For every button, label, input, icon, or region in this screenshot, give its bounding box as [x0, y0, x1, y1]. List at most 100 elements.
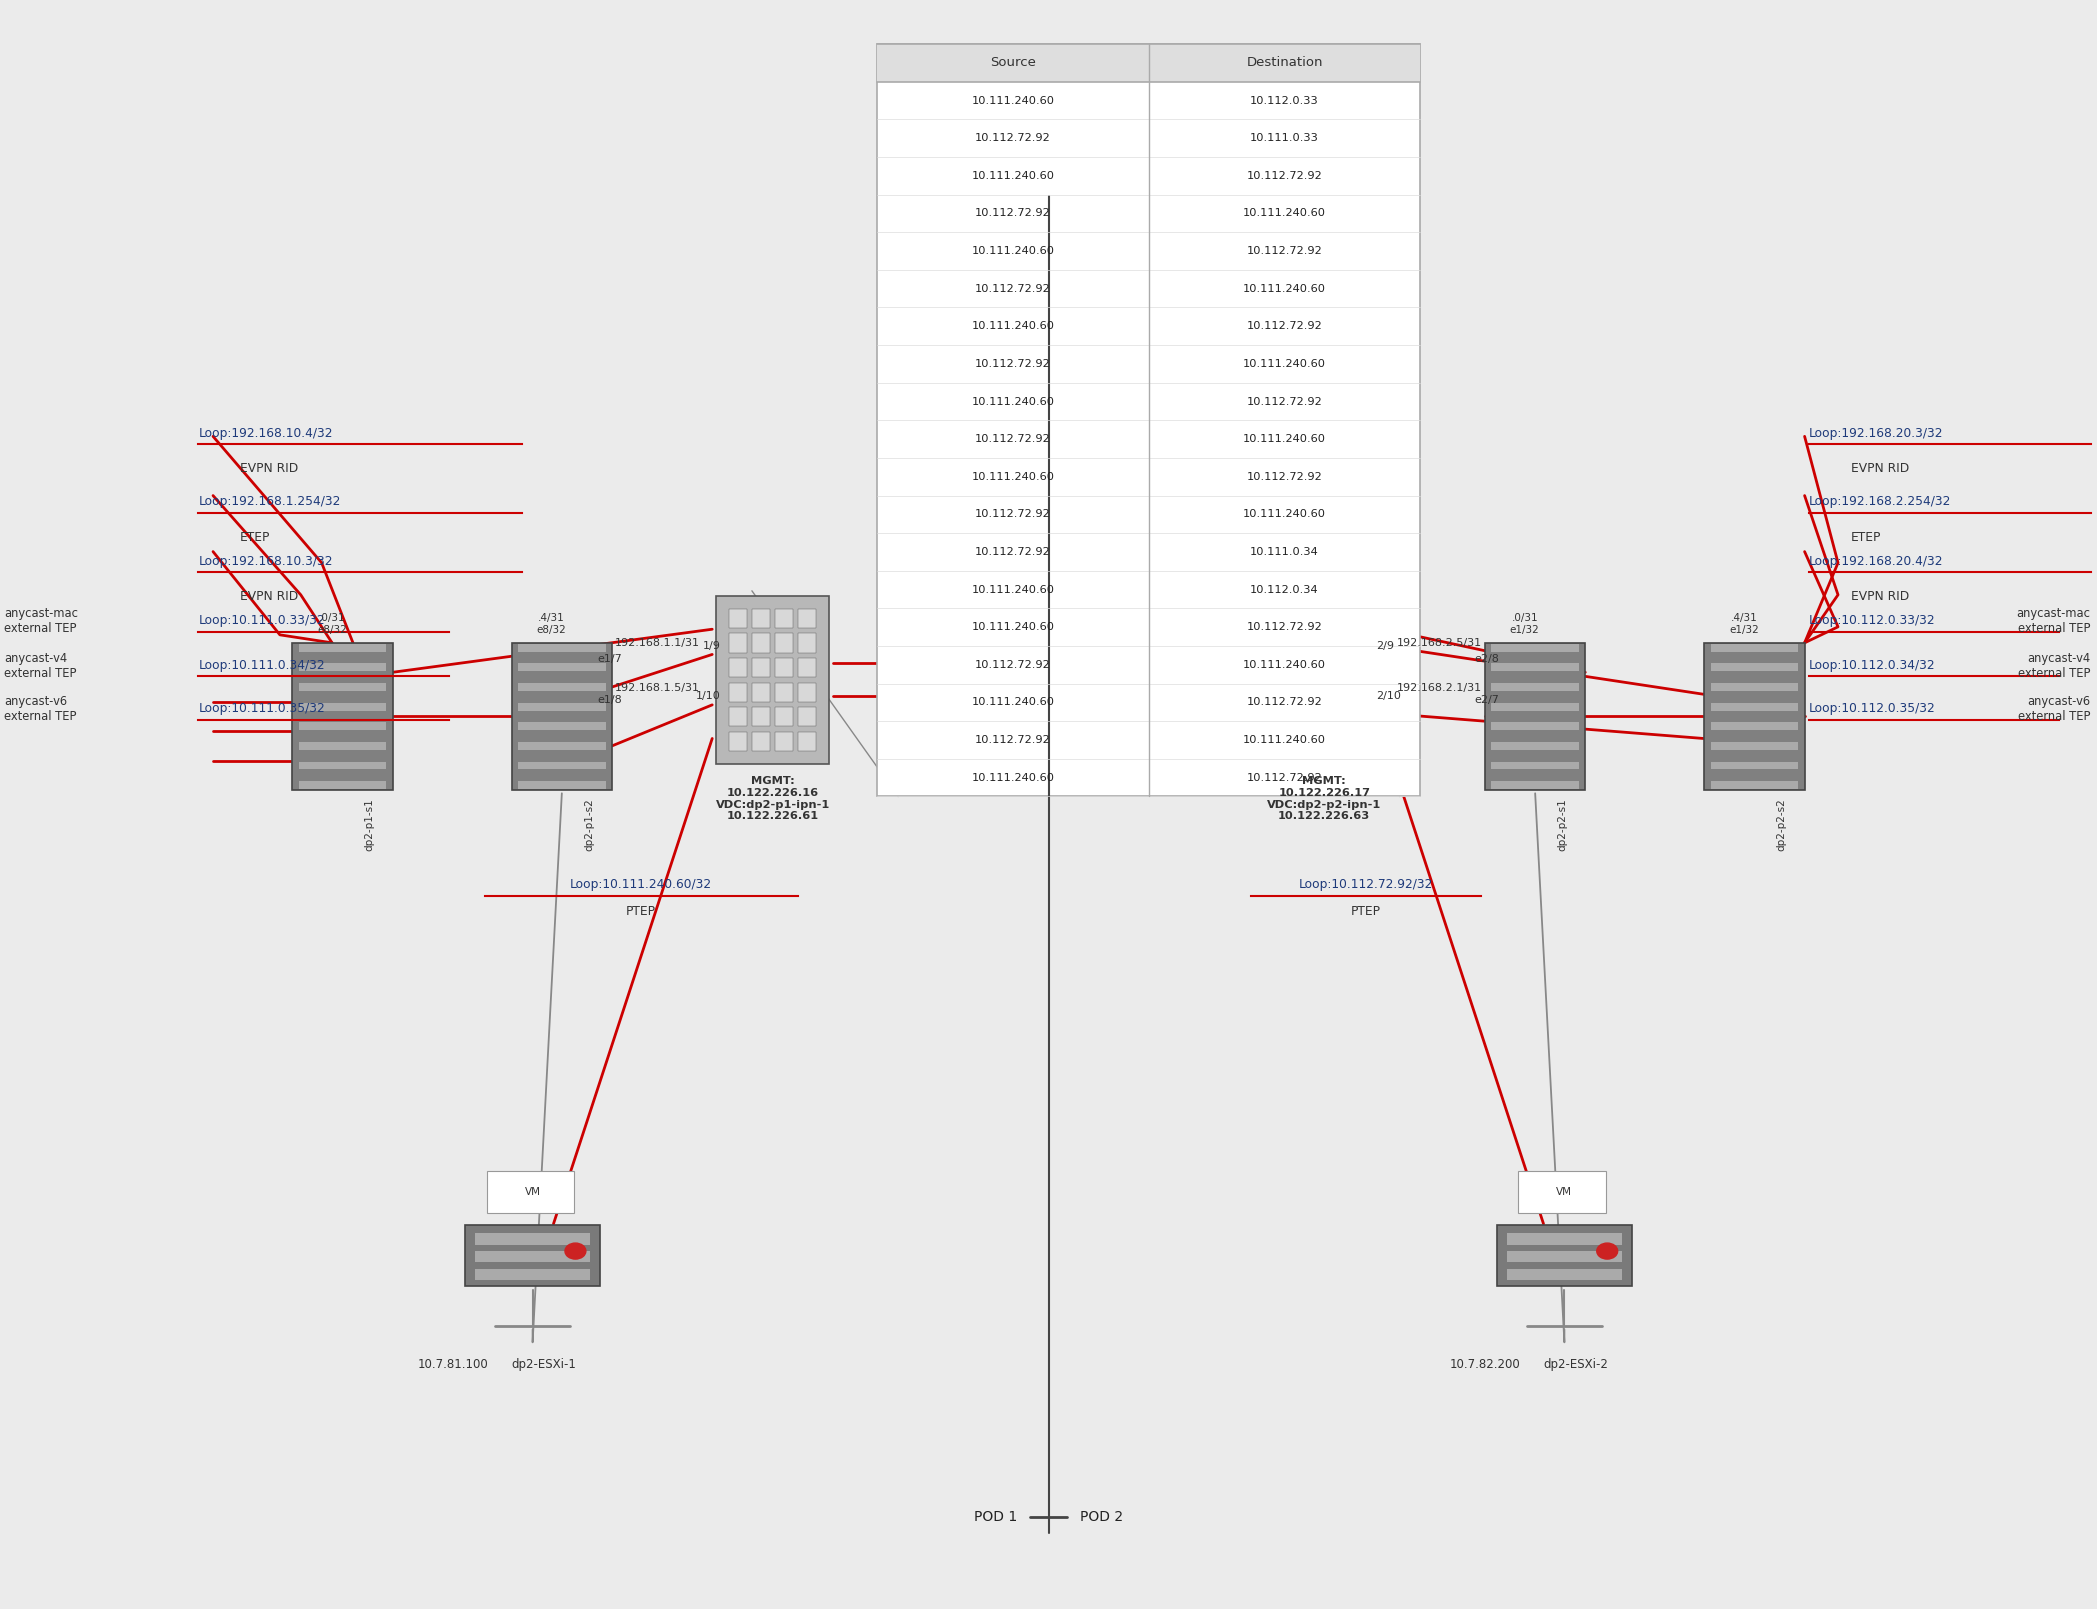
Text: anycast-v6
external TEP: anycast-v6 external TEP	[2017, 695, 2091, 722]
Text: 10.111.0.33: 10.111.0.33	[1250, 134, 1319, 143]
Text: Loop:192.168.2.254/32: Loop:192.168.2.254/32	[1810, 496, 1950, 508]
Text: 1/10: 1/10	[696, 692, 721, 702]
FancyBboxPatch shape	[476, 1234, 589, 1245]
Text: 10.112.72.92: 10.112.72.92	[1246, 171, 1323, 180]
FancyBboxPatch shape	[298, 782, 386, 788]
FancyBboxPatch shape	[1491, 782, 1579, 788]
FancyBboxPatch shape	[518, 684, 606, 690]
FancyBboxPatch shape	[466, 1226, 600, 1286]
FancyBboxPatch shape	[1491, 644, 1579, 652]
Text: 10.111.240.60: 10.111.240.60	[1244, 359, 1325, 368]
FancyBboxPatch shape	[730, 608, 747, 628]
FancyBboxPatch shape	[1304, 682, 1321, 702]
FancyBboxPatch shape	[298, 761, 386, 769]
FancyBboxPatch shape	[1508, 1268, 1621, 1279]
Text: EVPN RID: EVPN RID	[1850, 462, 1908, 475]
FancyBboxPatch shape	[1491, 684, 1579, 690]
Text: Destination: Destination	[1246, 56, 1323, 69]
Text: 10.112.72.92: 10.112.72.92	[975, 434, 1051, 444]
Circle shape	[1596, 1244, 1617, 1260]
Text: 10.112.72.92: 10.112.72.92	[1246, 772, 1323, 782]
FancyBboxPatch shape	[1491, 761, 1579, 769]
FancyBboxPatch shape	[1304, 658, 1321, 677]
Text: 10.112.72.92: 10.112.72.92	[1246, 471, 1323, 481]
Text: 10.111.240.60: 10.111.240.60	[1244, 660, 1325, 669]
Text: 10.111.240.60: 10.111.240.60	[971, 623, 1055, 632]
FancyBboxPatch shape	[753, 658, 770, 677]
FancyBboxPatch shape	[487, 1171, 575, 1213]
FancyBboxPatch shape	[753, 732, 770, 751]
Text: PTEP: PTEP	[627, 906, 656, 919]
Text: Loop:10.112.0.34/32: Loop:10.112.0.34/32	[1810, 658, 1936, 671]
FancyBboxPatch shape	[717, 595, 828, 764]
Text: 10.7.82.200: 10.7.82.200	[1449, 1358, 1520, 1371]
Text: POD 2: POD 2	[1080, 1509, 1124, 1524]
Text: dp2-p2-s2: dp2-p2-s2	[1776, 798, 1787, 851]
FancyBboxPatch shape	[799, 608, 816, 628]
Text: 10.111.240.60: 10.111.240.60	[971, 246, 1055, 256]
Text: 10.112.72.92: 10.112.72.92	[975, 209, 1051, 219]
Text: Loop:10.111.0.35/32: Loop:10.111.0.35/32	[199, 702, 325, 714]
FancyBboxPatch shape	[1485, 644, 1585, 790]
FancyBboxPatch shape	[298, 703, 386, 711]
Text: 10.111.240.60: 10.111.240.60	[971, 471, 1055, 481]
Text: 10.112.72.92: 10.112.72.92	[975, 547, 1051, 557]
Text: 10.111.240.60: 10.111.240.60	[971, 95, 1055, 106]
FancyBboxPatch shape	[1711, 684, 1799, 690]
Text: 10.112.0.34: 10.112.0.34	[1250, 584, 1319, 595]
Text: Loop:10.112.0.35/32: Loop:10.112.0.35/32	[1810, 702, 1936, 714]
FancyBboxPatch shape	[753, 708, 770, 727]
Text: 10.112.72.92: 10.112.72.92	[1246, 697, 1323, 708]
FancyBboxPatch shape	[518, 703, 606, 711]
Text: 10.112.72.92: 10.112.72.92	[1246, 246, 1323, 256]
Text: 10.111.240.60: 10.111.240.60	[1244, 510, 1325, 520]
Text: MGMT:
10.122.226.17
VDC:dp2-p2-ipn-1
10.122.226.63: MGMT: 10.122.226.17 VDC:dp2-p2-ipn-1 10.…	[1267, 777, 1382, 821]
Text: 10.112.72.92: 10.112.72.92	[1246, 322, 1323, 331]
FancyBboxPatch shape	[799, 658, 816, 677]
FancyBboxPatch shape	[776, 732, 793, 751]
FancyBboxPatch shape	[1711, 663, 1799, 671]
FancyBboxPatch shape	[730, 708, 747, 727]
Text: Loop:10.112.72.92/32: Loop:10.112.72.92/32	[1298, 879, 1432, 891]
FancyBboxPatch shape	[776, 708, 793, 727]
Text: 10.111.240.60: 10.111.240.60	[1244, 209, 1325, 219]
FancyBboxPatch shape	[1281, 682, 1298, 702]
FancyBboxPatch shape	[1304, 708, 1321, 727]
FancyBboxPatch shape	[799, 634, 816, 653]
Text: Loop:192.168.1.254/32: Loop:192.168.1.254/32	[199, 496, 342, 508]
Text: 10.111.240.60: 10.111.240.60	[971, 171, 1055, 180]
FancyBboxPatch shape	[298, 684, 386, 690]
FancyBboxPatch shape	[1304, 732, 1321, 751]
FancyBboxPatch shape	[730, 682, 747, 702]
Text: anycast-mac
external TEP: anycast-mac external TEP	[4, 607, 78, 636]
FancyBboxPatch shape	[298, 644, 386, 652]
FancyBboxPatch shape	[476, 1252, 589, 1263]
Text: e1/7: e1/7	[598, 655, 623, 665]
FancyBboxPatch shape	[1327, 682, 1344, 702]
FancyBboxPatch shape	[512, 644, 612, 790]
FancyBboxPatch shape	[1350, 708, 1367, 727]
FancyBboxPatch shape	[1711, 722, 1799, 730]
Text: anycast-v4
external TEP: anycast-v4 external TEP	[4, 652, 78, 679]
FancyBboxPatch shape	[776, 658, 793, 677]
Text: anycast-v6
external TEP: anycast-v6 external TEP	[4, 695, 78, 722]
Text: 10.111.240.60: 10.111.240.60	[1244, 434, 1325, 444]
FancyBboxPatch shape	[1711, 703, 1799, 711]
FancyBboxPatch shape	[1491, 663, 1579, 671]
FancyBboxPatch shape	[1281, 634, 1298, 653]
FancyBboxPatch shape	[799, 708, 816, 727]
FancyBboxPatch shape	[518, 761, 606, 769]
Text: dp2-ESXi-1: dp2-ESXi-1	[512, 1358, 577, 1371]
FancyBboxPatch shape	[1327, 708, 1344, 727]
FancyBboxPatch shape	[291, 644, 392, 790]
FancyBboxPatch shape	[1491, 703, 1579, 711]
Text: 1/9: 1/9	[702, 640, 721, 652]
Text: VM: VM	[524, 1187, 541, 1197]
FancyBboxPatch shape	[518, 722, 606, 730]
Text: 2/9: 2/9	[1376, 640, 1395, 652]
FancyBboxPatch shape	[298, 663, 386, 671]
Text: dp2-p1-s1: dp2-p1-s1	[365, 798, 375, 851]
Text: Loop:10.111.0.34/32: Loop:10.111.0.34/32	[199, 658, 325, 671]
Text: 10.111.240.60: 10.111.240.60	[971, 584, 1055, 595]
FancyBboxPatch shape	[1269, 595, 1380, 764]
